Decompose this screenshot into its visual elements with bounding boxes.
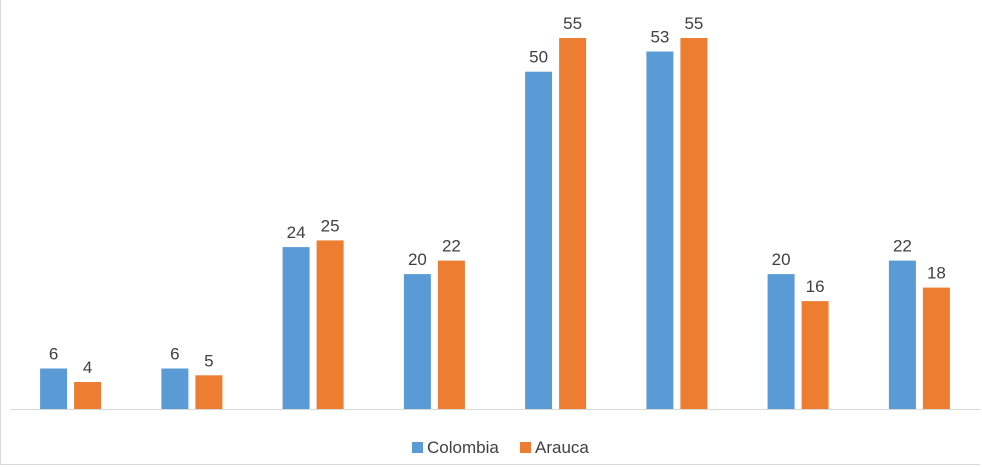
bar-arauca-3 xyxy=(316,240,344,409)
legend-label-arauca: Arauca xyxy=(535,438,589,457)
data-label-arauca-3: 25 xyxy=(321,216,340,235)
bar-arauca-8 xyxy=(922,287,950,409)
bar-colombia-2 xyxy=(161,368,189,409)
data-label-colombia-3: 24 xyxy=(287,223,306,242)
legend-label-colombia: Colombia xyxy=(427,438,499,457)
data-label-arauca-8: 18 xyxy=(927,264,946,283)
bar-colombia-3 xyxy=(282,247,310,409)
legend: Colombia Arauca xyxy=(412,438,589,457)
data-label-arauca-2: 5 xyxy=(204,351,213,370)
bar-arauca-2 xyxy=(195,375,223,409)
bar-colombia-5 xyxy=(525,71,553,409)
data-label-arauca-4: 22 xyxy=(442,237,461,256)
bar-colombia-1 xyxy=(40,368,68,409)
bar-colombia-6 xyxy=(646,51,674,409)
legend-swatch-colombia xyxy=(412,442,423,453)
data-label-colombia-1: 6 xyxy=(49,345,58,364)
bar-arauca-7 xyxy=(801,301,829,409)
bar-arauca-6 xyxy=(680,38,708,409)
data-label-colombia-5: 50 xyxy=(529,48,548,67)
data-label-colombia-7: 20 xyxy=(772,250,791,269)
bar-colombia-4 xyxy=(403,274,431,409)
legend-swatch-arauca xyxy=(520,442,531,453)
data-label-colombia-4: 20 xyxy=(408,250,427,269)
bars-group xyxy=(40,38,950,409)
bar-arauca-5 xyxy=(559,38,587,409)
bar-colombia-8 xyxy=(888,260,916,409)
data-label-arauca-5: 55 xyxy=(563,14,582,33)
data-label-arauca-6: 55 xyxy=(684,14,703,33)
bar-colombia-7 xyxy=(767,274,795,409)
data-label-colombia-2: 6 xyxy=(170,345,179,364)
data-label-colombia-6: 53 xyxy=(650,28,669,47)
bar-arauca-4 xyxy=(437,260,465,409)
data-label-arauca-1: 4 xyxy=(83,358,92,377)
data-label-colombia-8: 22 xyxy=(893,237,912,256)
bar-arauca-1 xyxy=(74,382,102,409)
data-label-arauca-7: 16 xyxy=(806,277,825,296)
data-labels-group: 6 4 6 5 24 25 20 22 50 55 53 55 20 16 22 18 xyxy=(49,14,946,377)
